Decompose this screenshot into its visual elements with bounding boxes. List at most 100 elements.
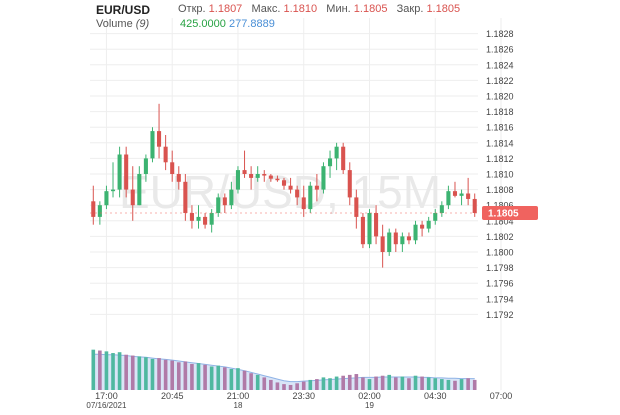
y-tick-label: 1.1794	[486, 294, 514, 304]
volume-bar	[400, 376, 405, 390]
volume-bar	[130, 355, 135, 390]
candle	[374, 205, 379, 245]
candle	[130, 166, 135, 221]
candle-body	[433, 213, 438, 221]
candle-body	[452, 191, 458, 196]
x-tick-label: 23:30	[292, 391, 315, 401]
candle	[334, 142, 339, 171]
candle	[150, 127, 155, 163]
close-value: 1.1805	[426, 3, 461, 15]
volume-bar	[453, 380, 457, 390]
volume-bar	[328, 378, 332, 390]
candle	[472, 193, 477, 217]
candle	[189, 205, 194, 229]
high-value: 1.1810	[283, 3, 318, 15]
candle	[229, 181, 234, 210]
candle	[347, 162, 352, 206]
volume-bar	[242, 370, 247, 390]
volume-bar	[472, 379, 477, 390]
x-tick-sublabel: 07/16/2021	[86, 401, 127, 410]
candle	[459, 189, 464, 206]
candle-body	[308, 185, 313, 210]
volume-bar	[104, 351, 109, 390]
volume-bar	[196, 363, 201, 390]
candle-body	[387, 232, 392, 252]
candle	[420, 220, 425, 237]
candle	[137, 166, 142, 206]
volume-bar	[446, 379, 451, 390]
y-tick-label: 1.1820	[486, 92, 514, 102]
volume-bar	[374, 376, 378, 390]
volume-bar	[183, 361, 188, 390]
volume-bar	[98, 350, 102, 390]
candle	[426, 216, 431, 233]
volume-bar	[387, 374, 392, 390]
candle	[321, 162, 326, 194]
low-label: Мин.	[326, 3, 351, 15]
ohlc-row: Откр. 1.1807 Макс. 1.1810 Мин. 1.1805 За…	[178, 3, 460, 15]
candle	[387, 228, 392, 256]
chart-watermark: EUR/USD, 15M	[119, 166, 441, 218]
candle-body	[130, 189, 135, 206]
candle	[314, 174, 319, 202]
candle-body	[281, 180, 287, 186]
candle	[301, 185, 306, 217]
candle	[249, 166, 254, 190]
volume-bar	[308, 379, 313, 390]
candle	[176, 166, 181, 190]
candle-body	[341, 146, 346, 171]
volume-bar	[269, 379, 273, 390]
y-tick-label: 1.1816	[486, 123, 514, 133]
y-tick-label: 1.1812	[486, 154, 514, 164]
candle-body	[209, 213, 214, 225]
current-price-tag: 1.1805	[488, 209, 519, 220]
candle-body	[104, 191, 109, 206]
candle-body	[406, 236, 411, 241]
volume-bar	[367, 379, 372, 390]
candle-body	[301, 197, 306, 210]
volume-bar	[236, 368, 240, 390]
candle-body	[229, 189, 234, 206]
volume-bar	[433, 378, 438, 390]
volume-bar	[354, 374, 359, 390]
candle-body	[176, 174, 181, 182]
candle-body	[216, 197, 221, 213]
y-tick-label: 1.1806	[486, 201, 514, 211]
y-tick-label: 1.1798	[486, 263, 514, 273]
y-tick-label: 1.1808	[486, 185, 514, 195]
candle-body	[91, 201, 96, 217]
candle-body	[393, 232, 398, 245]
candle-body	[334, 146, 339, 159]
low-value: 1.1805	[353, 3, 388, 15]
volume-bar	[203, 364, 207, 390]
candle-body	[255, 174, 260, 178]
volume-bar	[209, 366, 214, 390]
volume-bar	[229, 369, 234, 390]
candle-body	[110, 189, 116, 192]
candle	[255, 166, 260, 182]
candle-body	[235, 170, 241, 190]
candle-body	[354, 197, 359, 217]
candle-body	[150, 131, 155, 159]
volume-bar	[249, 373, 253, 390]
candle-body	[183, 181, 188, 213]
volume-bar	[413, 375, 418, 390]
volume-bar	[144, 357, 148, 390]
candle	[216, 193, 221, 217]
candle	[97, 201, 102, 225]
candle	[281, 177, 287, 190]
candle-body	[143, 158, 148, 174]
volume-bar	[137, 356, 142, 390]
volume-bar	[216, 365, 221, 390]
candle-body	[420, 224, 425, 229]
x-tick-label: 02:00	[358, 391, 381, 401]
candle-body	[459, 193, 464, 196]
candle	[360, 213, 365, 249]
y-tick-label: 1.1802	[486, 232, 514, 242]
candle	[446, 185, 451, 210]
candle-body	[117, 154, 122, 190]
candle-body	[275, 178, 280, 181]
volume-values: 425.0000 277.8889	[180, 18, 275, 30]
